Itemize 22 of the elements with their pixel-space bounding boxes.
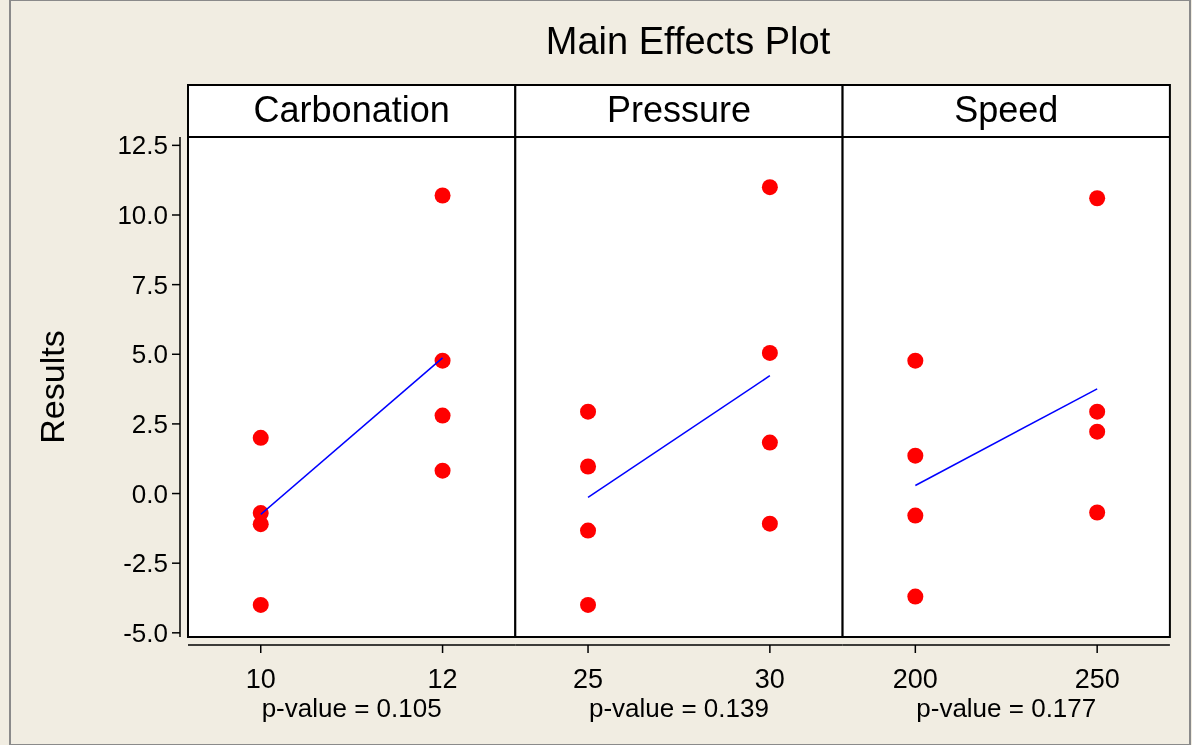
y-tick-label: -2.5 (123, 548, 168, 579)
x-axis-title: p-value = 0.177 (916, 693, 1097, 723)
y-tick-label: 2.5 (131, 409, 168, 440)
x-tick-label: 25 (573, 664, 604, 694)
chart-title: Pressure (606, 89, 751, 130)
y-tick-label: 0.0 (131, 478, 168, 509)
x-tick-label: 30 (754, 664, 785, 694)
y-tick-label: 12.5 (117, 130, 168, 161)
y-tick-label: 10.0 (117, 200, 168, 231)
x-tick-label: 10 (245, 664, 276, 694)
y-tick-label: 5.0 (131, 339, 168, 370)
x-axis-title: p-value = 0.139 (588, 693, 769, 723)
chart-title: Carbonation (253, 89, 450, 130)
y-tick-label: 7.5 (131, 269, 168, 300)
text: Main Effects Plot (545, 20, 831, 62)
y-tick-label: -5.0 (123, 617, 168, 648)
x-tick-label: 12 (427, 664, 458, 694)
x-axis-title: p-value = 0.105 (261, 693, 442, 723)
chart-title: Speed (954, 89, 1059, 130)
x-tick-label: 200 (892, 664, 938, 694)
y-axis-title: Results (33, 330, 71, 444)
x-tick-label: 250 (1074, 664, 1120, 694)
